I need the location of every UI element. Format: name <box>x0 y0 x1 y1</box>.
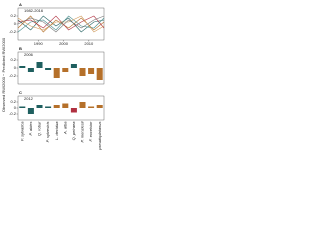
panel-label: C <box>19 90 22 95</box>
bar <box>45 68 52 70</box>
bar <box>96 68 103 80</box>
bar <box>19 106 26 108</box>
bar <box>96 105 103 108</box>
bar <box>53 105 60 108</box>
y-tick-label: 0 <box>14 21 17 26</box>
bar <box>79 102 86 108</box>
y-tick-label: -0.2 <box>9 73 17 78</box>
bar <box>45 106 52 108</box>
panel-title: 2012 <box>24 96 34 101</box>
panel-title: 2006 <box>24 52 34 57</box>
x-tick-label: 2010 <box>84 41 94 46</box>
bar <box>53 68 60 78</box>
x-tick-label: F. excelsior <box>88 121 93 142</box>
x-tick-label: Q. robur <box>37 121 42 136</box>
x-tick-label: 2000 <box>59 41 69 46</box>
y-tick-label: 0 <box>14 65 17 70</box>
x-tick-label: P. abies <box>28 122 33 136</box>
panel-title: 1982-2016 <box>24 8 44 13</box>
x-tick-label: 1990 <box>34 41 44 46</box>
bar <box>36 105 43 108</box>
y-tick-label: 0.2 <box>10 99 16 104</box>
y-tick-label: -0.2 <box>9 111 17 116</box>
bar <box>27 68 34 72</box>
bar <box>70 64 77 68</box>
x-tick-label: Q. petraea <box>71 121 76 141</box>
bar <box>70 108 77 113</box>
x-tick-label: F. sylvatica <box>19 121 24 141</box>
y-tick-label: -0.2 <box>9 29 17 34</box>
bar <box>79 68 86 76</box>
bar <box>19 66 26 68</box>
x-tick-label: A. alba <box>62 121 67 135</box>
figure: Observed RWI2000 − Predicted RWI2000 A19… <box>1 2 105 151</box>
series-line <box>17 15 105 33</box>
series-line <box>17 15 105 33</box>
x-tick-label: P. menziesii <box>80 121 85 142</box>
bar <box>27 108 34 114</box>
x-tick-label: A. pseudoplatanus <box>97 122 102 151</box>
y-axis-label: Observed RWI2000 − Predicted RWI2000 <box>1 37 6 112</box>
series-line <box>17 15 105 33</box>
x-tick-label: P. sylvestris <box>45 122 50 143</box>
bar <box>88 106 95 108</box>
bar <box>62 68 69 72</box>
x-tick-label: L. decidua <box>54 121 59 140</box>
panel-label: B <box>19 46 22 51</box>
bar <box>88 68 95 74</box>
y-tick-label: 0 <box>14 105 17 110</box>
bar <box>62 103 69 108</box>
y-tick-label: 0.2 <box>10 13 16 18</box>
panel-label: A <box>19 2 22 7</box>
bar <box>36 62 43 68</box>
y-tick-label: 0.2 <box>10 57 16 62</box>
